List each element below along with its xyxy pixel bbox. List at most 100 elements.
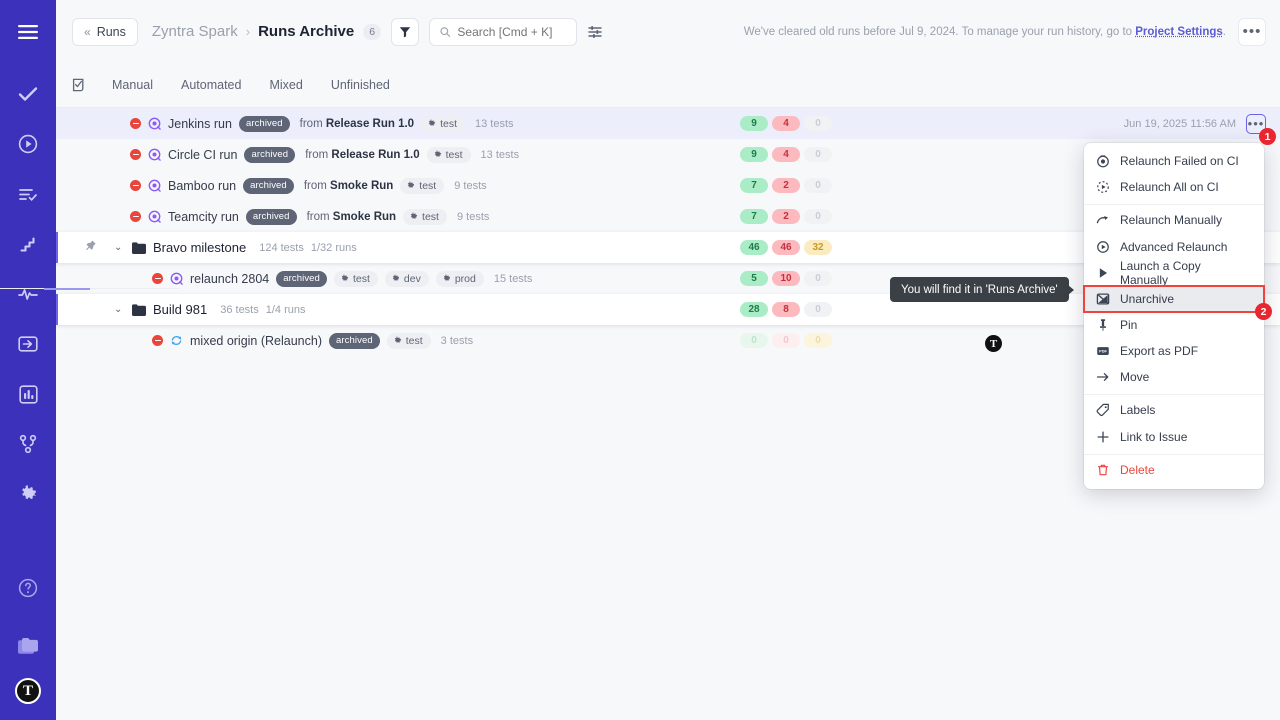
tab-unfinished[interactable]: Unfinished [330, 78, 390, 92]
run-name[interactable]: relaunch 2804 [190, 271, 270, 286]
relaunch-manual-icon [1096, 213, 1110, 227]
page-title: Runs Archive [258, 23, 355, 40]
unarchive-icon [1096, 292, 1110, 306]
stat-fail-badge: 0 [772, 333, 800, 348]
tests-count: 15 tests [493, 272, 533, 285]
pdf-icon: PDF [1096, 344, 1110, 358]
stat-other-badge: 0 [804, 116, 832, 131]
menu-item-labels[interactable]: Labels [1084, 394, 1264, 424]
tab-manual[interactable]: Manual [112, 78, 153, 92]
menu-item-launch-a-copy-manually[interactable]: Launch a Copy Manually [1084, 259, 1264, 287]
stat-fail-badge: 2 [772, 178, 800, 193]
trash-icon [1096, 463, 1110, 477]
avatar[interactable]: T [15, 678, 41, 704]
menu-item-link-to-issue[interactable]: Link to Issue [1084, 424, 1264, 450]
menu-item-advanced-relaunch[interactable]: Advanced Relaunch [1084, 234, 1264, 260]
chevron-down-icon[interactable]: ⌄ [114, 242, 123, 253]
select-all-icon[interactable] [72, 78, 98, 93]
folder-icon [132, 303, 146, 316]
milestone-runs-count: 1/4 runs [265, 303, 306, 316]
menu-item-move[interactable]: Move [1084, 364, 1264, 390]
run-row[interactable]: relaunch 2804 archived test dev prod 15 tests… [56, 263, 1280, 294]
search-box[interactable] [429, 17, 578, 46]
menu-icon[interactable] [8, 12, 48, 52]
status-blocked-icon [152, 273, 163, 284]
project-settings-link[interactable]: Project Settings [1135, 25, 1223, 38]
menu-item-relaunch-manually[interactable]: Relaunch Manually [1084, 204, 1264, 234]
chart-icon[interactable] [8, 374, 48, 414]
menu-item-export-as-pdf[interactable]: PDF Export as PDF [1084, 338, 1264, 364]
run-name[interactable]: Circle CI run [168, 147, 238, 162]
env-chip[interactable]: test [403, 208, 447, 225]
menu-item-relaunch-failed-on-ci[interactable]: Relaunch Failed on CI [1084, 148, 1264, 174]
stats-group: 46 46 32 [740, 232, 832, 263]
milestone-row[interactable]: ⌄ Build 981 36 tests 1/4 runs 28 8 0 [56, 294, 1280, 325]
menu-item-pin[interactable]: Pin [1084, 312, 1264, 338]
breadcrumb-project[interactable]: Zyntra Spark [151, 23, 238, 40]
relaunch-origin-icon [170, 334, 183, 347]
env-chip[interactable]: dev [384, 270, 429, 287]
folder-icon[interactable] [8, 626, 48, 666]
run-type-icon [170, 272, 183, 285]
menu-item-unarchive[interactable]: Unarchive 2 [1083, 285, 1272, 320]
run-row[interactable]: mixed origin (Relaunch) archived test 3 tes… [56, 325, 1280, 356]
folder-icon [132, 241, 146, 254]
row-left: Teamcity run archived from Smoke Run test 9 … [56, 208, 489, 225]
list-check-icon[interactable] [8, 174, 48, 214]
row-left: relaunch 2804 archived test dev prod 15 tests [56, 270, 533, 287]
chevron-left-icon: « [84, 24, 91, 39]
gear-icon[interactable] [8, 474, 48, 514]
run-date: Jun 19, 2025 11:56 AM [1123, 117, 1236, 130]
run-row[interactable]: Bamboo run archived from Smoke Run test 9 te… [56, 170, 1280, 201]
run-name[interactable]: Jenkins run [168, 116, 232, 131]
header-more-button[interactable]: ••• [1238, 17, 1266, 46]
run-name[interactable]: Teamcity run [168, 209, 239, 224]
stat-fail-badge: 8 [772, 302, 800, 317]
row-more-button[interactable]: ••• [1246, 113, 1266, 134]
play-circle-icon[interactable] [8, 124, 48, 164]
milestone-row[interactable]: ⌄ Bravo milestone 124 tests 1/32 runs 46 46 32 [56, 232, 1280, 263]
steps-icon[interactable] [8, 224, 48, 264]
svg-text:PDF: PDF [1099, 350, 1107, 354]
display-settings-icon[interactable] [588, 25, 603, 39]
menu-item-delete[interactable]: Delete [1084, 454, 1264, 484]
import-icon[interactable] [8, 324, 48, 364]
run-row[interactable]: Jenkins run archived from Release Run 1.0 t… [56, 108, 1280, 145]
tooltip: You will find it in 'Runs Archive' [890, 277, 1074, 302]
search-input[interactable] [457, 24, 567, 39]
stat-fail-badge: 4 [772, 147, 800, 162]
branch-icon[interactable] [8, 424, 48, 464]
chevron-down-icon[interactable]: ⌄ [114, 304, 123, 315]
help-icon[interactable] [8, 568, 48, 608]
run-name[interactable]: mixed origin (Relaunch) [190, 333, 323, 348]
runs-back-button[interactable]: « Runs [72, 17, 138, 46]
run-row[interactable]: Circle CI run archived from Release Run 1.… [56, 139, 1280, 170]
status-blocked-icon [152, 335, 163, 346]
env-chip[interactable]: test [386, 332, 431, 349]
env-chip[interactable]: test [333, 270, 378, 287]
run-origin: from Smoke Run [306, 210, 397, 223]
archived-badge: archived [329, 332, 380, 349]
menu-item-relaunch-all-on-ci[interactable]: Relaunch All on CI [1084, 174, 1264, 200]
run-row[interactable]: Teamcity run archived from Smoke Run test 9 … [56, 201, 1280, 232]
funnel-icon[interactable] [391, 17, 420, 46]
check-icon[interactable] [8, 74, 48, 114]
env-chip[interactable]: test [426, 146, 471, 163]
breadcrumb-separator: › [245, 24, 251, 39]
menu-item-label: Relaunch Failed on CI [1120, 154, 1239, 168]
row-left: mixed origin (Relaunch) archived test 3 tes… [56, 332, 473, 349]
milestone-name[interactable]: Bravo milestone [153, 240, 247, 255]
stat-fail-badge: 46 [772, 240, 800, 255]
env-chip[interactable]: test [400, 177, 445, 194]
pin-icon[interactable] [86, 240, 96, 254]
tab-automated[interactable]: Automated [181, 78, 242, 92]
run-type-icon [148, 148, 161, 161]
tab-mixed[interactable]: Mixed [269, 78, 303, 92]
milestone-name[interactable]: Build 981 [153, 302, 208, 317]
env-chip[interactable]: prod [435, 270, 484, 287]
env-chip[interactable]: test [421, 115, 466, 132]
run-name[interactable]: Bamboo run [168, 178, 237, 193]
activity-icon[interactable] [8, 274, 48, 314]
